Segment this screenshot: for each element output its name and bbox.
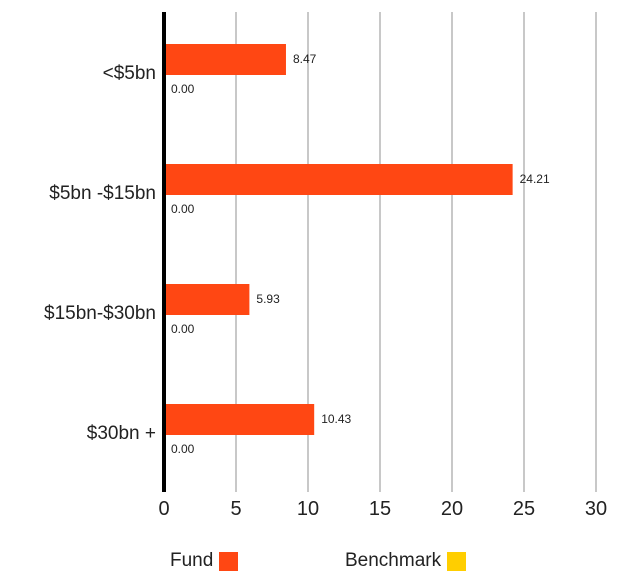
fund-bar — [166, 284, 250, 315]
fund-value-label: 24.21 — [520, 172, 550, 186]
x-tick-label: 20 — [441, 498, 463, 520]
benchmark-value-label: 0.00 — [171, 202, 195, 216]
fund-bar — [166, 404, 315, 435]
legend-label-benchmark: Benchmark — [345, 550, 442, 571]
category-label: $5bn -$15bn — [49, 183, 156, 204]
fund-value-label: 8.47 — [293, 52, 317, 66]
x-tick-label: 30 — [585, 498, 607, 520]
fund-value-label: 5.93 — [256, 292, 280, 306]
bar-chart: 0 5 10 15 20 25 30 <$5bn 8.47 0.00 $5bn -$15bn 24.2… — [44, 12, 607, 520]
legend-item-fund: Fund — [170, 550, 239, 572]
category-label: $15bn-$30bn — [44, 303, 156, 324]
benchmark-value-label: 0.00 — [171, 322, 195, 336]
fund-bar — [166, 44, 286, 75]
x-tick-label: 10 — [297, 498, 319, 520]
benchmark-value-label: 0.00 — [171, 82, 195, 96]
x-tick-label: 5 — [230, 498, 241, 520]
category-label: <$5bn — [103, 63, 156, 84]
fund-bar — [166, 164, 513, 195]
legend-swatch-benchmark — [447, 551, 467, 571]
legend: Fund Benchmark — [0, 550, 622, 574]
category-label: $30bn + — [87, 423, 156, 444]
legend-swatch-fund — [219, 551, 239, 571]
legend-item-benchmark: Benchmark — [345, 550, 467, 572]
x-tick-label: 0 — [158, 498, 169, 520]
benchmark-value-label: 0.00 — [171, 442, 195, 456]
legend-label-fund: Fund — [170, 550, 214, 571]
fund-value-label: 10.43 — [321, 412, 351, 426]
x-tick-label: 25 — [513, 498, 535, 520]
x-tick-label: 15 — [369, 498, 391, 520]
